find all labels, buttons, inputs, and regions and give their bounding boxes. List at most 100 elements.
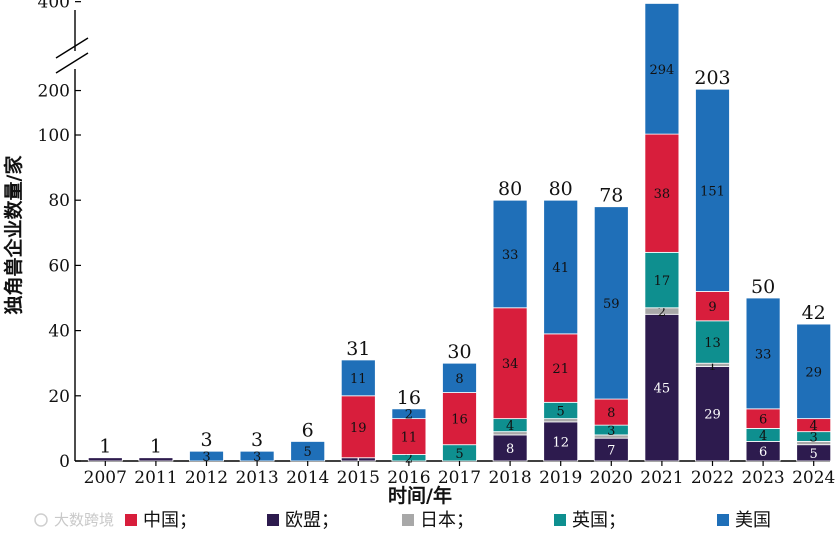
y-tick-label: 400 — [38, 0, 70, 13]
x-tick-label: 2016 — [387, 468, 430, 488]
watermark-logo-icon — [34, 513, 48, 527]
bar-total-label: 30 — [447, 341, 471, 363]
bar-segment-eu — [87, 457, 123, 462]
legend-label: 中国； — [143, 510, 197, 531]
bar-group-2012: 33 — [189, 429, 224, 465]
y-ticks: 0 20 40 60 80 100 200 400 — [38, 0, 81, 472]
x-tick-label: 2013 — [235, 468, 278, 488]
segment-label: 8 — [506, 442, 514, 457]
segment-label: 5 — [304, 445, 312, 460]
bar-group-2011: 1 — [138, 436, 174, 462]
y-tick-label: 200 — [38, 82, 70, 102]
segment-label: 5 — [455, 447, 463, 462]
bar-segment-eu — [492, 434, 528, 462]
bar-total-label: 50 — [751, 276, 775, 298]
segment-label: 4 — [759, 429, 767, 444]
y-tick-label: 0 — [59, 452, 70, 472]
segment-label: 13 — [704, 336, 721, 351]
segment-label: 59 — [603, 297, 620, 312]
bar-segment-cn — [695, 291, 730, 322]
segment-label: 3 — [810, 431, 818, 446]
segment-label: 21 — [552, 362, 569, 377]
legend-label: 日本； — [420, 510, 474, 531]
axis-break-mark-lower — [55, 52, 89, 74]
segment-label: 3 — [253, 450, 261, 465]
bar-group-2015: 1 19 11 31 — [340, 338, 376, 468]
bar-group-2020: 7 3 8 59 78 — [593, 185, 629, 462]
segment-label: 38 — [654, 187, 671, 202]
segment-label: 151 — [700, 184, 725, 199]
bar-group-2014: 56 — [290, 419, 326, 462]
bar-total-label: 78 — [599, 185, 623, 207]
bar-total-label: 203 — [694, 67, 730, 89]
segment-label: 45 — [654, 382, 671, 397]
bar-segment-cn — [644, 133, 680, 253]
x-tick-label: 2024 — [792, 468, 835, 488]
legend-label: 英国； — [572, 510, 626, 531]
legend-swatch — [267, 514, 279, 526]
bar-group-2013: 33 — [239, 429, 275, 465]
segment-label: 3 — [202, 450, 210, 465]
segment-label: 294 — [649, 63, 674, 78]
x-tick-label: 2019 — [539, 468, 582, 488]
x-tick-label: 2007 — [84, 468, 127, 488]
bar-total-label: 80 — [498, 178, 522, 200]
y-axis-title: 独角兽企业数量/家 — [2, 155, 25, 315]
x-tick-label: 2018 — [488, 468, 531, 488]
watermark-text: 大数跨境 — [54, 511, 114, 529]
bar-segment-eu — [644, 313, 680, 462]
segment-label: 19 — [350, 421, 367, 436]
bar-segment-us — [492, 199, 528, 309]
x-tick-label: 2011 — [134, 468, 177, 488]
segment-label: 12 — [552, 435, 569, 450]
bar-total-label: 42 — [802, 302, 826, 324]
bar-segment-us — [745, 297, 781, 410]
segment-label: 33 — [502, 248, 519, 263]
bar-segment-eu — [695, 366, 730, 462]
bar-segment-cn — [543, 333, 579, 403]
bar-total-label: 31 — [346, 338, 370, 360]
x-tick-label: 2022 — [691, 468, 734, 488]
y-tick-label: 60 — [48, 256, 70, 276]
segment-label: 2 — [405, 408, 413, 423]
watermark: 大数跨境 — [34, 511, 114, 529]
x-tick-label: 2012 — [185, 468, 228, 488]
segment-label: 41 — [552, 261, 569, 276]
bar-group-2017: 5 16 8 30 — [442, 341, 477, 462]
bar-total-label: 1 — [99, 436, 111, 458]
segment-label: 34 — [502, 357, 519, 372]
bar-group-2018: 8 4 34 33 80 — [492, 178, 528, 462]
bars: 1 1 33335611911312112165168308434338012521… — [87, 0, 832, 468]
legend-swatch — [125, 514, 137, 526]
bar-segment-cn — [492, 307, 528, 420]
segment-label: 4 — [506, 419, 514, 434]
x-axis-title: 时间/年 — [388, 484, 452, 507]
bar-segment-us — [442, 362, 477, 393]
segment-label: 3 — [607, 424, 615, 439]
legend-label: 欧盟； — [285, 510, 339, 531]
legend-swatch — [554, 514, 566, 526]
bar-group-2007: 1 — [87, 436, 123, 462]
x-tick-label: 2014 — [286, 468, 329, 488]
bar-segment-us — [644, 3, 680, 135]
segment-label: 9 — [708, 300, 716, 315]
legend-label: 美国 — [735, 510, 771, 531]
segment-label: 17 — [654, 274, 671, 289]
y-tick-label: 100 — [38, 126, 70, 146]
bar-segment-eu — [138, 457, 174, 462]
segment-label: 2 — [658, 305, 666, 320]
bar-segment-cn — [391, 418, 427, 455]
x-tick-label: 2021 — [640, 468, 683, 488]
segment-label: 4 — [810, 419, 818, 434]
segment-label: 29 — [805, 365, 822, 380]
x-tick-label: 2017 — [438, 468, 481, 488]
bar-total-label: 80 — [549, 178, 573, 200]
bar-segment-us — [593, 206, 629, 400]
bar-segment-us — [391, 408, 427, 420]
segment-label: 2 — [405, 452, 413, 467]
segment-label: 8 — [607, 406, 615, 421]
bar-total-label: 16 — [397, 387, 421, 409]
y-tick-label: 40 — [48, 322, 70, 342]
